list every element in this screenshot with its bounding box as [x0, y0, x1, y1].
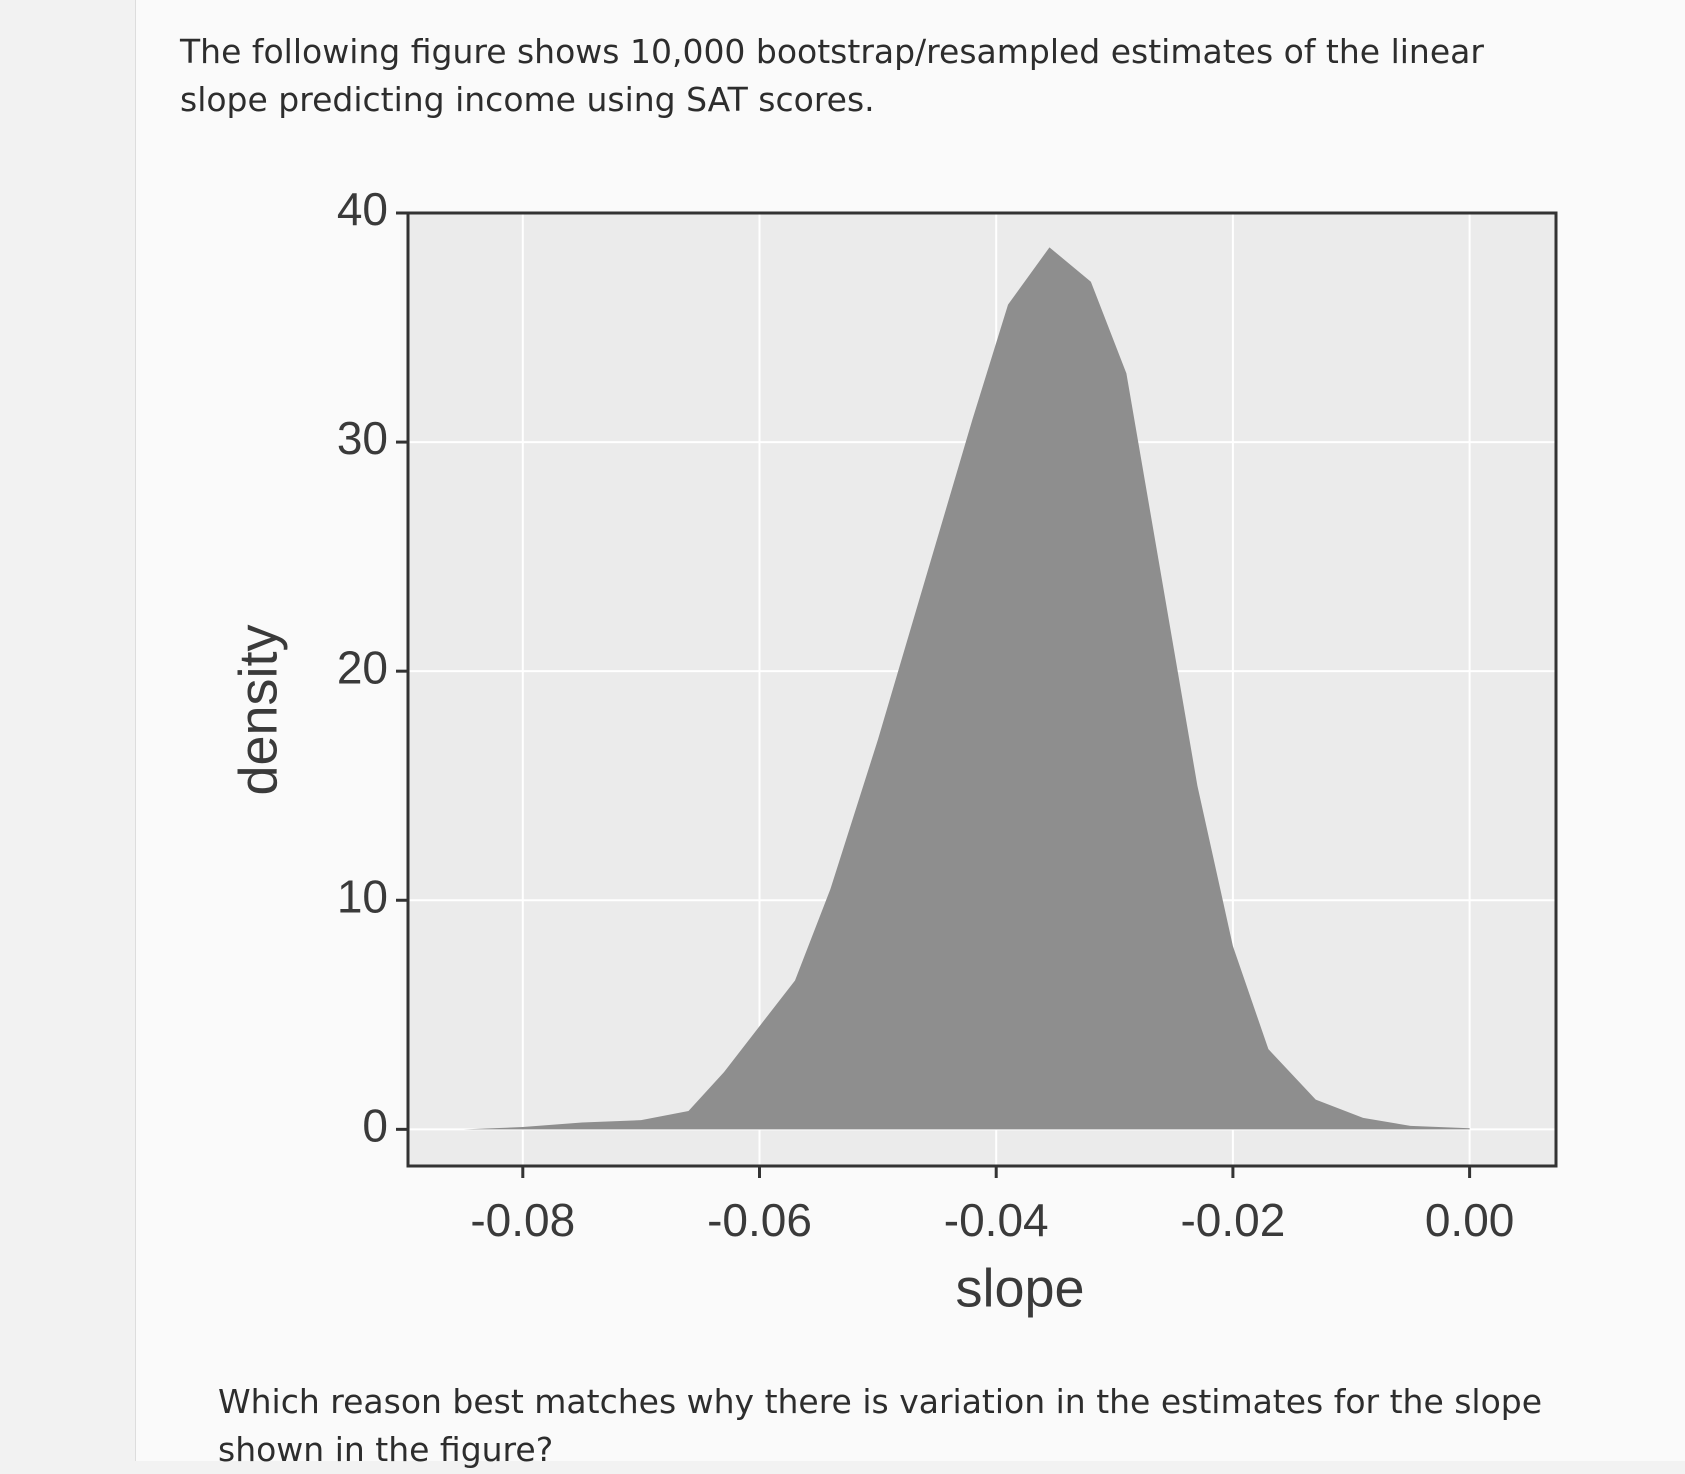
- x-tick-label: -0.02: [1180, 1194, 1285, 1246]
- y-tick-label: 20: [337, 641, 388, 693]
- x-tick-label: -0.04: [944, 1194, 1049, 1246]
- x-tick-label: -0.08: [470, 1194, 575, 1246]
- y-tick-label: 40: [337, 183, 388, 235]
- density-area: [463, 247, 1470, 1130]
- y-tick-label: 30: [337, 412, 388, 464]
- x-axis-title: slope: [955, 1258, 1084, 1318]
- x-tick-label: -0.06: [707, 1194, 812, 1246]
- y-tick-label: 0: [362, 1100, 388, 1152]
- question-text: Which reason best matches why there is v…: [218, 1382, 1543, 1469]
- plot-border: [406, 211, 1558, 1168]
- x-tick-label: 0.00: [1425, 1194, 1515, 1246]
- y-axis-title: density: [228, 624, 288, 795]
- intro-text: The following figure shows 10,000 bootst…: [180, 32, 1484, 119]
- y-tick-label: 10: [337, 870, 388, 922]
